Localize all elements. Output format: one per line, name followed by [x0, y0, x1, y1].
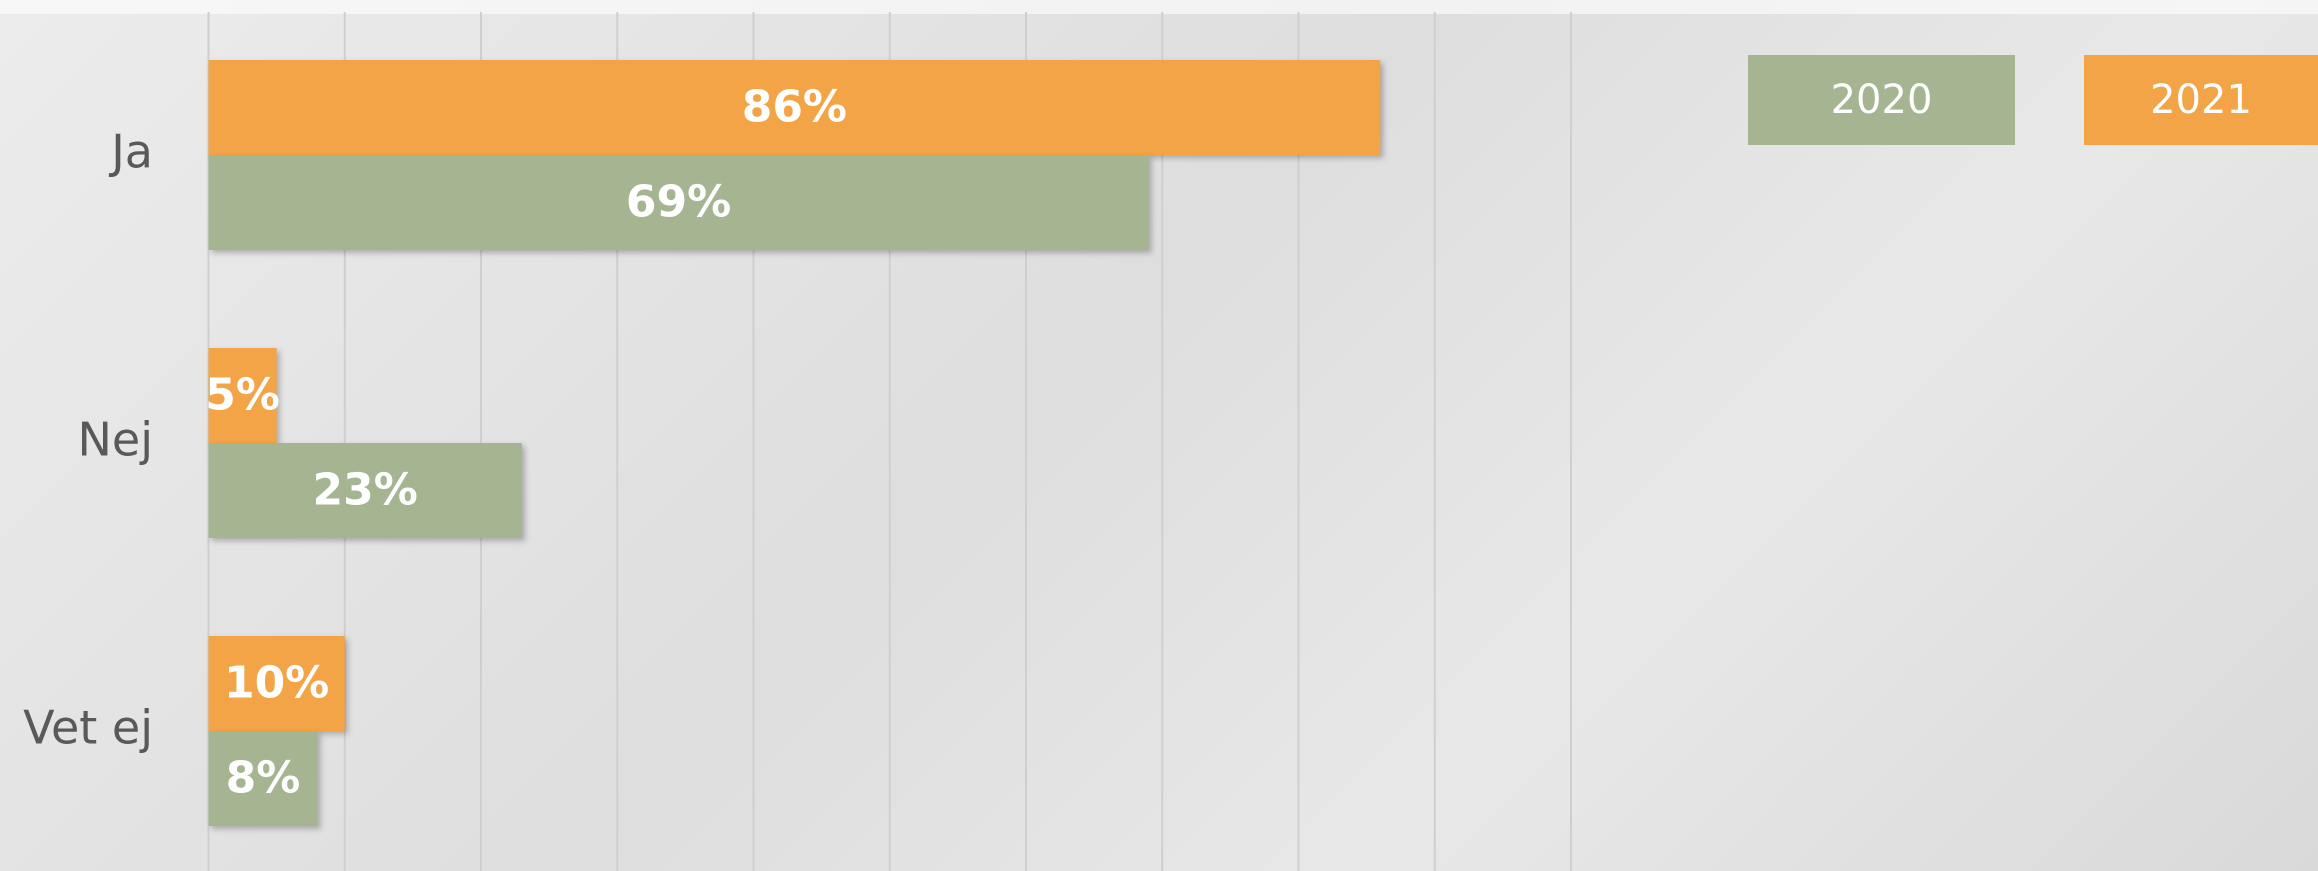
bar [208, 60, 1381, 155]
category-label: Vet ej [23, 701, 153, 755]
bar [208, 636, 345, 731]
value-label: 10% [224, 658, 329, 709]
category-label: Nej [78, 413, 154, 467]
value-label: 5% [205, 370, 280, 421]
legend-label: 2020 [1831, 77, 1933, 123]
value-label: 86% [742, 82, 847, 133]
top-glow [0, 0, 2318, 14]
value-label: 69% [626, 177, 731, 228]
legend-swatch [1748, 55, 2015, 145]
legend-label: 2021 [2150, 77, 2252, 123]
value-label: 23% [313, 465, 418, 516]
bar [208, 443, 522, 538]
category-label: Ja [108, 125, 153, 179]
bar [208, 155, 1149, 250]
bar [208, 348, 277, 443]
bar [208, 731, 318, 826]
value-label: 8% [226, 753, 301, 804]
legend-swatch [2084, 55, 2318, 145]
